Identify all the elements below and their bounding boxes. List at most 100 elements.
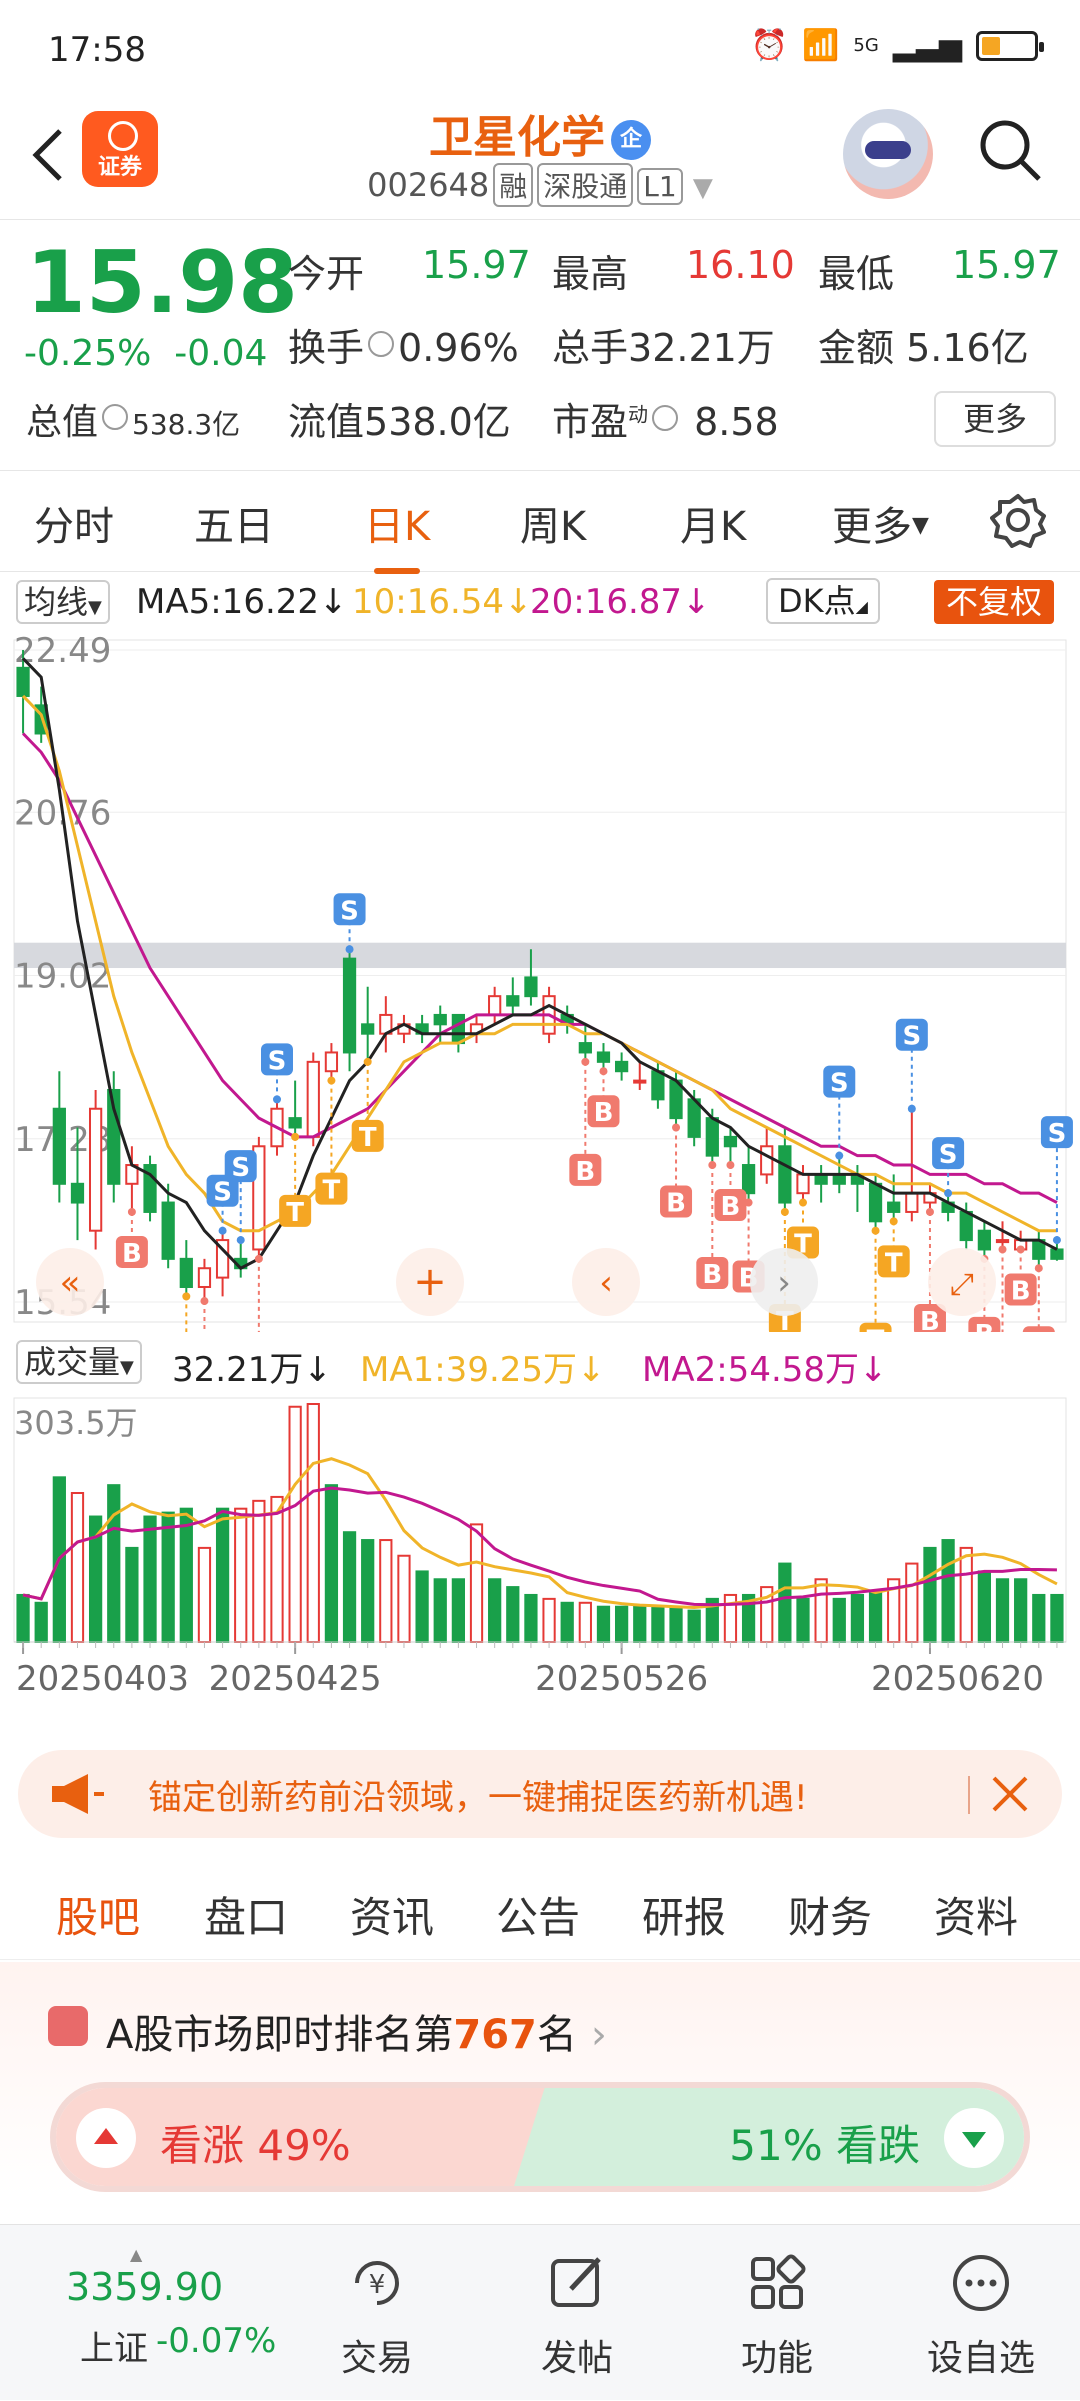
trade-signals: BTBSSBSTTSTBBBBBBTTSTTSBSBBBBS xyxy=(115,893,1073,1332)
quote-panel: 15.98 -0.25% -0.04 总值 538.3亿 今开 15.97 最高 … xyxy=(0,221,1080,471)
candle-body xyxy=(524,976,538,998)
stock-subtitle[interactable]: 002648 融深股通 L1 ▼ xyxy=(0,163,1080,207)
tab-news[interactable]: 资讯 xyxy=(350,1893,435,1942)
gear-icon[interactable] xyxy=(990,492,1046,548)
more-dots-icon xyxy=(953,2255,1009,2311)
next-button[interactable] xyxy=(750,1248,818,1316)
volume-bar xyxy=(651,1605,665,1644)
vote-down-label: 51% 看跌 xyxy=(729,2121,920,2170)
tab-five-day[interactable]: 五日 xyxy=(194,504,274,550)
candle-body xyxy=(197,1267,212,1288)
close-icon[interactable] xyxy=(988,1772,1032,1816)
signal-label: B xyxy=(575,1157,595,1187)
search-icon[interactable] xyxy=(977,117,1043,183)
volume-bar xyxy=(560,1601,574,1643)
dropdown-icon[interactable]: ▼ xyxy=(692,173,713,203)
arrow-down-icon[interactable] xyxy=(944,2108,1004,2168)
open-value: 15.97 xyxy=(422,243,531,287)
volume-bar xyxy=(488,1578,502,1644)
nav-functions[interactable]: 功能 xyxy=(692,2225,862,2401)
volume-bar xyxy=(234,1507,248,1643)
dk-label: DK点 xyxy=(778,582,856,620)
chevron-left-icon: ‹ xyxy=(599,1263,613,1303)
candle-body xyxy=(995,1239,1010,1244)
volume-select[interactable]: 成交量▼ xyxy=(16,1340,142,1384)
vol-ma2-value: MA2:54.58万 xyxy=(642,1350,860,1390)
candle-body xyxy=(1050,1248,1064,1260)
zoom-in-button[interactable] xyxy=(396,1248,464,1316)
info-icon[interactable] xyxy=(102,404,129,430)
signal-dot xyxy=(236,1236,245,1245)
amount-label: 金额 xyxy=(818,326,895,370)
tab-weekly-k[interactable]: 周K xyxy=(520,504,587,550)
signal-dot xyxy=(708,1161,717,1170)
volume-chart[interactable]: 303.5万 20250403 20250425 20250526 20250620 xyxy=(0,1390,1080,1730)
expand-icon: ⤢ xyxy=(950,1267,974,1302)
tab-daily-k[interactable]: 日K xyxy=(364,494,430,574)
signal-label: S xyxy=(213,1178,232,1208)
signal-label: B xyxy=(920,1307,940,1332)
signal-label: B xyxy=(721,1192,741,1222)
prev-button[interactable] xyxy=(572,1248,640,1316)
dk-point-select[interactable]: DK点◢ xyxy=(766,578,880,624)
rank-suffix: 名 xyxy=(536,2012,577,2058)
app-logo[interactable]: 证券 xyxy=(82,111,158,187)
low-label: 最低 xyxy=(818,252,895,296)
high-value: 16.10 xyxy=(686,243,795,287)
tab-finance[interactable]: 财务 xyxy=(788,1893,873,1942)
candle-body xyxy=(651,1070,665,1101)
tab-more[interactable]: 更多▼ xyxy=(832,494,929,552)
vote-up-label: 看涨 49% xyxy=(160,2121,351,2170)
tab-announcements[interactable]: 公告 xyxy=(496,1893,581,1942)
alarm-icon: ⏰ xyxy=(750,28,789,63)
candle-body xyxy=(179,1257,193,1288)
arrow-up-icon[interactable] xyxy=(76,2108,136,2168)
nav-trade[interactable]: ¥ 交易 xyxy=(292,2225,462,2401)
volume-bar xyxy=(415,1570,429,1644)
volume-bar xyxy=(324,1484,339,1643)
vote-down-area[interactable] xyxy=(514,2088,1024,2186)
candle-body xyxy=(324,1051,339,1073)
tab-forum[interactable]: 股吧 xyxy=(56,1884,141,1969)
vol-ma1-label: MA1:39.25万↓ xyxy=(360,1350,606,1390)
tab-intraday[interactable]: 分时 xyxy=(34,504,114,550)
volume-bar xyxy=(633,1605,647,1644)
caret-up-icon: ▲ xyxy=(130,2245,143,2264)
signal-label: S xyxy=(231,1153,250,1183)
volume-bar xyxy=(215,1507,230,1643)
volume-bar xyxy=(832,1597,846,1644)
rewind-button[interactable] xyxy=(36,1248,104,1316)
adjust-button[interactable]: 不复权 xyxy=(934,580,1055,624)
back-icon[interactable] xyxy=(28,125,68,185)
assistant-avatar[interactable] xyxy=(843,109,933,199)
nav-post[interactable]: 发帖 xyxy=(492,2225,662,2401)
info-icon[interactable] xyxy=(368,331,395,357)
more-button[interactable]: 更多 xyxy=(934,391,1056,447)
vol-ma1-line xyxy=(22,1457,1058,1609)
tab-monthly-k[interactable]: 月K xyxy=(680,504,747,550)
promo-banner[interactable]: 锚定创新药前沿领域，一键捕捉医药新机遇! xyxy=(18,1750,1062,1838)
volume-bar xyxy=(687,1609,701,1643)
corner-icon: ◢ xyxy=(855,597,868,616)
tab-orderbook[interactable]: 盘口 xyxy=(204,1893,289,1942)
info-icon[interactable] xyxy=(652,405,679,431)
rewind-icon: « xyxy=(60,1263,81,1303)
indicator-select[interactable]: 均线▼ xyxy=(16,580,110,624)
tab-research[interactable]: 研报 xyxy=(642,1893,727,1942)
tab-profile[interactable]: 资料 xyxy=(934,1893,1019,1942)
status-icons: ⏰ 📶 5G ▂▃▅ xyxy=(750,28,1044,63)
pe-sup: 动 xyxy=(628,402,649,427)
ma20-value: 20:16.87 xyxy=(530,582,683,622)
volume-bar xyxy=(669,1605,683,1644)
signal-badge xyxy=(696,1257,729,1290)
nav-watchlist[interactable]: 设自选 xyxy=(896,2225,1066,2401)
fullscreen-button[interactable] xyxy=(928,1248,996,1316)
volume-legend: 成交量▼ 32.21万↓ MA1:39.25万↓ MA2:54.58万↓ xyxy=(0,1334,1080,1390)
rank-text[interactable]: A股市场即时排名第767名 › xyxy=(106,2002,607,2060)
vote-up-area[interactable] xyxy=(56,2088,546,2186)
candle-body xyxy=(796,1173,810,1195)
x-axis: 20250403 20250425 20250526 20250620 xyxy=(14,1641,1066,1699)
status-time: 17:58 xyxy=(48,30,146,70)
chart-grid xyxy=(13,639,1067,1323)
